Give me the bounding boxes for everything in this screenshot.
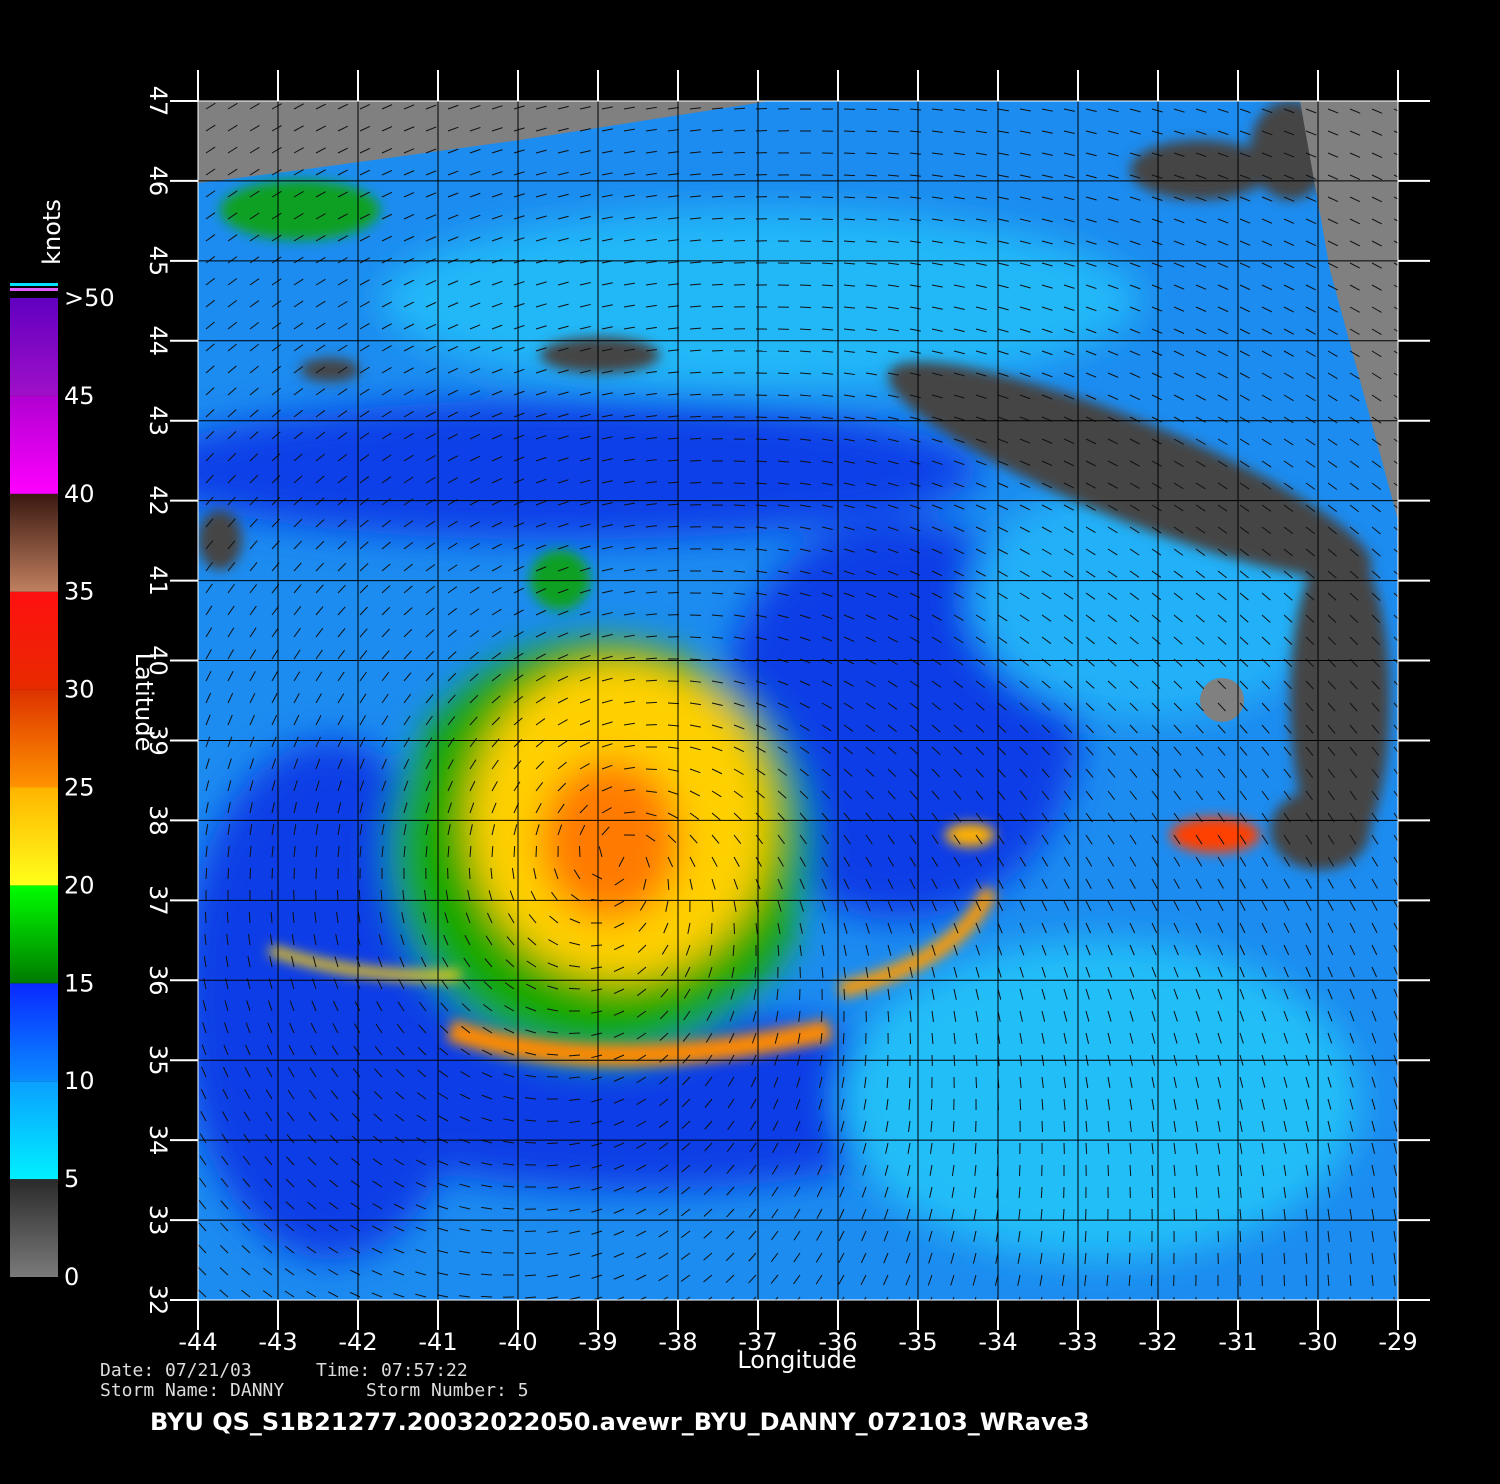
colorbar-segment	[10, 788, 58, 886]
y-tick-label: 32	[144, 1285, 172, 1316]
colorbar-tick-label: 20	[64, 871, 95, 899]
colorbar-segment	[10, 592, 58, 690]
x-tick-label: -34	[978, 1328, 1017, 1356]
colorbar-segment	[10, 396, 58, 494]
colorbar-tick-label: 30	[64, 676, 95, 704]
y-tick-label: 36	[144, 965, 172, 996]
colorbar-segment	[10, 494, 58, 592]
y-tick-label: 42	[144, 485, 172, 516]
y-tick-label: 46	[144, 166, 172, 197]
colorbar-segment	[10, 690, 58, 788]
colorbar-tick-label: 35	[64, 578, 95, 606]
y-tick-label: 44	[144, 326, 172, 357]
footer-storm-name: Storm Name: DANNY	[100, 1380, 284, 1401]
footer-file: BYU QS_S1B21277.20032022050.avewr_BYU_DA…	[150, 1408, 1090, 1436]
x-tick-label: -38	[658, 1328, 697, 1356]
y-tick-label: 35	[144, 1045, 172, 1076]
y-tick-label: 47	[144, 86, 172, 117]
footer-storm-number: Storm Number: 5	[366, 1380, 529, 1401]
colorbar-tick-label: 40	[64, 480, 95, 508]
colorbar-tick-label: 5	[64, 1165, 79, 1193]
x-tick-label: -41	[418, 1328, 457, 1356]
footer-time: Time: 07:57:22	[316, 1360, 468, 1381]
y-tick-label: 43	[144, 405, 172, 436]
x-tick-label: -35	[898, 1328, 937, 1356]
y-tick-label: 41	[144, 565, 172, 596]
y-tick-label: 33	[144, 1205, 172, 1236]
x-tick-label: -33	[1058, 1328, 1097, 1356]
colorbar-tick-label: 0	[64, 1263, 79, 1291]
x-axis-label: Longitude	[737, 1346, 856, 1374]
y-tick-label: 37	[144, 885, 172, 916]
colorbar-tick-label: 10	[64, 1067, 95, 1095]
colorbar-segment	[10, 1081, 58, 1179]
colorbar-segment	[10, 983, 58, 1081]
colorbar-tick-label: 45	[64, 382, 95, 410]
colorbar-cap	[10, 283, 58, 286]
wind-field	[140, 100, 1404, 1308]
x-tick-label: -29	[1378, 1328, 1417, 1356]
x-tick-label: -31	[1218, 1328, 1257, 1356]
y-tick-label: 38	[144, 805, 172, 836]
footer-date: Date: 07/21/03	[100, 1360, 252, 1381]
colorbar-segment	[10, 298, 58, 396]
y-axis-label: Latitude	[130, 653, 158, 752]
x-tick-label: -39	[578, 1328, 617, 1356]
x-tick-label: -40	[498, 1328, 537, 1356]
colorbar-tick-label: >50	[64, 284, 115, 312]
x-tick-label: -44	[178, 1328, 217, 1356]
colorbar-tick-label: 25	[64, 774, 95, 802]
x-tick-label: -32	[1138, 1328, 1177, 1356]
colorbar-cap	[10, 288, 58, 291]
colorbar-segment	[10, 885, 58, 983]
y-tick-label: 34	[144, 1125, 172, 1156]
y-tick-label: 45	[144, 246, 172, 277]
colorbar-label: knots	[38, 199, 66, 265]
x-tick-label: -43	[258, 1328, 297, 1356]
x-tick-label: -42	[338, 1328, 377, 1356]
x-tick-label: -30	[1298, 1328, 1337, 1356]
colorbar-tick-label: 15	[64, 969, 95, 997]
colorbar-segment	[10, 1179, 58, 1277]
